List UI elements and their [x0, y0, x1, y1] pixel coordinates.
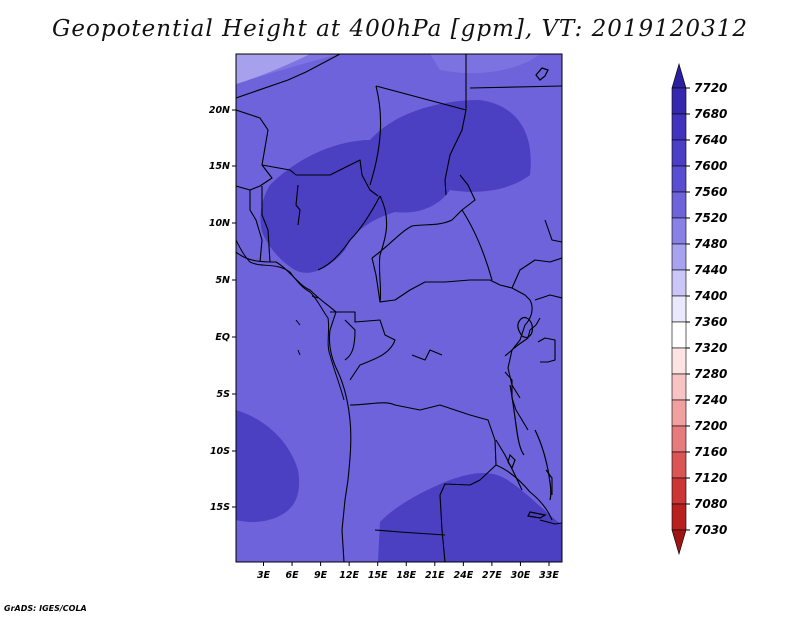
lat-tick-label: 10N — [209, 218, 230, 229]
longitude-axis: 3E 6E 9E 12E 15E 18E 21E 24E 27E 30E 33E — [257, 562, 559, 581]
lat-tick-label: EQ — [215, 332, 230, 343]
grads-credit: GrADS: IGES/COLA — [4, 604, 87, 613]
lon-tick-label: 24E — [453, 570, 473, 581]
colorbar-swatch — [671, 347, 687, 375]
lat-tick-label: 15S — [210, 502, 230, 513]
country-borders — [236, 54, 562, 562]
colorbar-level-label: 7160 — [694, 445, 727, 459]
lakes — [507, 67, 552, 519]
latitude-axis: 20N 15N 10N 5N EQ 5S 10S 15S — [209, 105, 236, 513]
lower-band-northwest — [236, 54, 340, 84]
high-core-sahel — [260, 100, 531, 273]
colorbar-swatch — [671, 269, 687, 297]
lon-tick-label: 9E — [314, 570, 328, 581]
colorbar-level-label: 7640 — [694, 133, 727, 147]
colorbar-level-label: 7680 — [694, 107, 727, 121]
lon-tick-label: 30E — [511, 570, 531, 581]
colorbar-level-label: 7280 — [694, 367, 727, 381]
colorbar-level-label: 7600 — [694, 159, 727, 173]
lon-tick-label: 33E — [539, 570, 559, 581]
colorbar-swatch — [671, 87, 687, 115]
colorbar-level-label: 7480 — [694, 237, 727, 251]
colorbar-swatch — [671, 62, 687, 89]
colorbar-swatch — [671, 503, 687, 531]
colorbar-level-label: 7030 — [694, 523, 727, 537]
colorbar-level-label: 7240 — [694, 393, 727, 407]
colorbar-level-label: 7440 — [694, 263, 727, 277]
lat-tick-label: 10S — [210, 446, 230, 457]
lat-tick-label: 5N — [215, 275, 230, 286]
colorbar-level-label: 7560 — [694, 185, 727, 199]
lower-band-northeast — [430, 54, 540, 74]
lon-tick-label: 21E — [425, 570, 445, 581]
lat-tick-label: 15N — [209, 161, 230, 172]
map-title: Geopotential Height at 400hPa [gpm], VT:… — [52, 16, 748, 42]
colorbar-level-label: 7720 — [694, 81, 727, 95]
colorbar: 7720 7680 7640 7600 7560 7520 7480 7440 7400 7360… — [671, 62, 727, 556]
high-core-southwest — [236, 410, 300, 522]
colorbar-swatch — [671, 113, 687, 141]
colorbar-swatch — [671, 451, 687, 479]
colorbar-level-label: 7400 — [694, 289, 727, 303]
lon-tick-label: 3E — [257, 570, 271, 581]
high-core-southeast — [378, 473, 562, 562]
colorbar-swatch — [671, 321, 687, 349]
colorbar-swatch — [671, 529, 687, 556]
lon-tick-label: 12E — [339, 570, 359, 581]
colorbar-level-label: 7320 — [694, 341, 727, 355]
colorbar-swatch — [671, 165, 687, 193]
lon-tick-label: 18E — [396, 570, 416, 581]
lon-tick-label: 6E — [285, 570, 299, 581]
colorbar-swatch — [671, 217, 687, 245]
lon-tick-label: 27E — [482, 570, 502, 581]
coastline — [236, 239, 345, 401]
colorbar-swatch — [671, 295, 687, 323]
colorbar-swatch — [671, 243, 687, 271]
colorbar-swatch — [671, 425, 687, 453]
map-frame — [235, 53, 563, 563]
colorbar-swatch — [671, 477, 687, 505]
lon-tick-label: 15E — [368, 570, 388, 581]
colorbar-swatch — [671, 399, 687, 427]
lat-tick-label: 20N — [209, 105, 230, 116]
colorbar-level-label: 7080 — [694, 497, 727, 511]
map-panel — [236, 54, 562, 562]
colorbar-level-label: 7120 — [694, 471, 727, 485]
colorbar-level-label: 7200 — [694, 419, 727, 433]
colorbar-swatch — [671, 139, 687, 167]
colorbar-swatch — [671, 373, 687, 401]
lat-tick-label: 5S — [217, 389, 231, 400]
colorbar-level-label: 7360 — [694, 315, 727, 329]
colorbar-swatch — [671, 191, 687, 219]
colorbar-level-label: 7520 — [694, 211, 727, 225]
